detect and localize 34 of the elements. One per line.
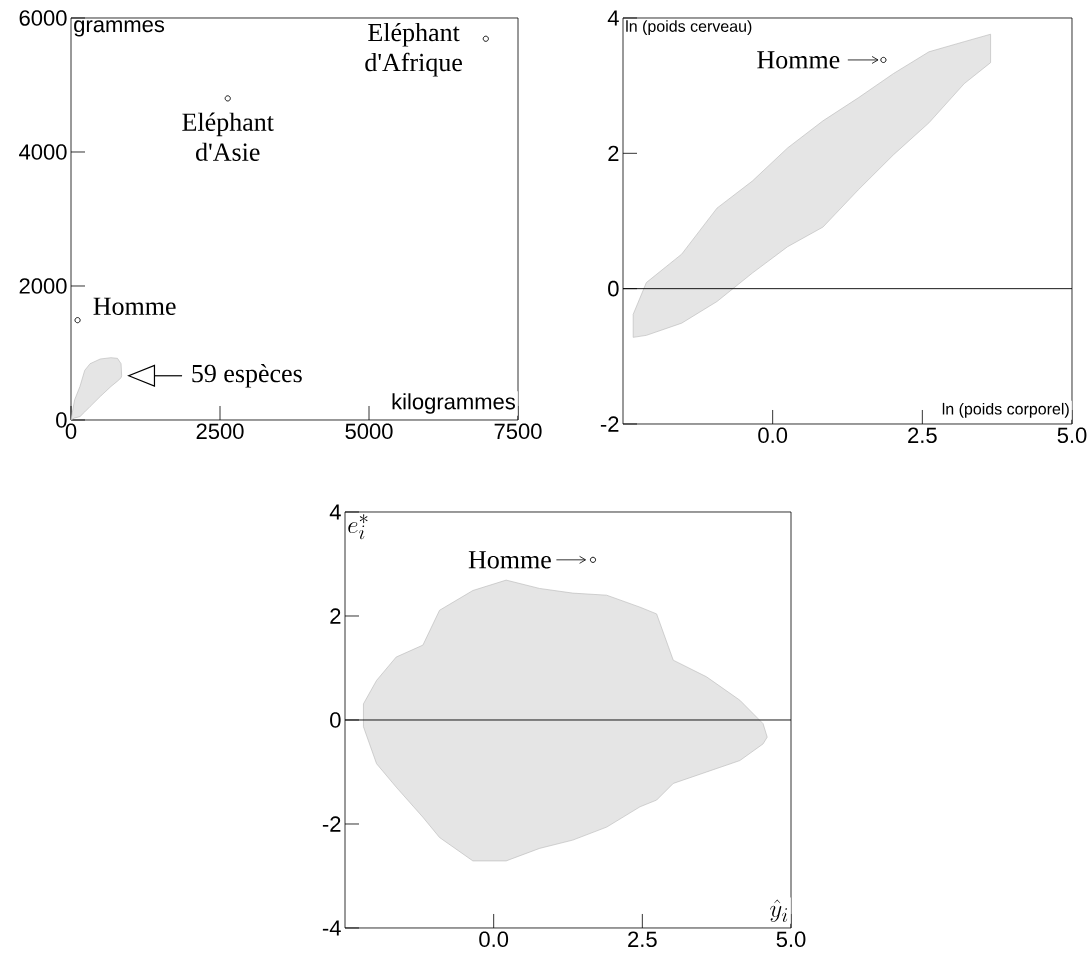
y-axis-title: grammes (74, 20, 165, 37)
y-tick-label: 0 (330, 712, 341, 728)
x-axis-title: $\hat{y}_i$ (770, 899, 788, 922)
x-tick-label: 0.0 (758, 427, 788, 444)
y-tick-label: 2 (608, 145, 619, 161)
x-tick-label: 5.0 (1057, 427, 1087, 444)
x-axis-title: ln (poids corporel) (942, 402, 1069, 418)
annotation: Homme (468, 551, 551, 569)
y-tick-label: -4 (322, 920, 341, 936)
y-tick-label: 4 (329, 504, 341, 520)
x-tick-label: 5000 (345, 423, 393, 440)
y-tick-label: 6000 (19, 10, 67, 26)
y-tick-label: 4 (607, 10, 619, 26)
y-axis-title: $e_i^*$ (348, 514, 368, 540)
x-tick-label: 2500 (196, 423, 244, 440)
y-tick-label: 2 (330, 608, 341, 624)
annotation: 59 espèces (192, 363, 302, 388)
x-axis-title: kilogrammes (392, 393, 515, 414)
y-tick-label: -2 (600, 416, 619, 432)
annotation: Eléphant d'Asie (182, 112, 274, 161)
y-tick-label: 4000 (19, 144, 67, 160)
y-tick-label: 0 (608, 280, 619, 297)
y-tick-label: 0 (56, 412, 67, 428)
annotation: Eléphant d'Afrique (365, 22, 462, 77)
x-tick-label: 2.5 (908, 427, 937, 444)
annotation: Homme (757, 51, 840, 69)
x-tick-label: 7500 (494, 423, 542, 440)
x-tick-label: 2.5 (628, 931, 657, 948)
x-tick-label: 5.0 (776, 931, 806, 948)
y-tick-label: -2 (322, 816, 341, 832)
y-tick-label: 2000 (19, 278, 67, 294)
x-tick-label: 0.0 (479, 931, 509, 948)
y-axis-title: ln (poids cerveau) (626, 20, 752, 36)
annotation: Homme (93, 297, 176, 315)
